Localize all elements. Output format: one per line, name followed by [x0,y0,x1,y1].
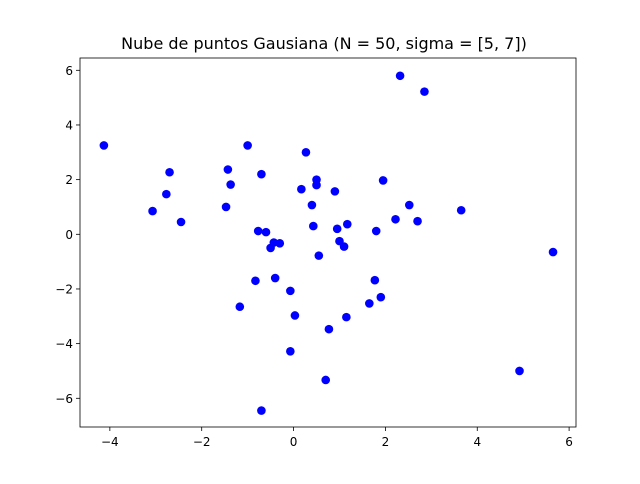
data-point [226,180,235,189]
x-tick-label: 0 [290,435,298,449]
chart-title: Nube de puntos Gausiana (N = 50, sigma =… [121,34,527,53]
data-point [342,219,352,229]
data-point [176,217,186,227]
data-point [162,189,171,199]
x-tick-label: 4 [473,435,481,449]
data-point [376,292,386,302]
plot-area: −4 −2 0 2 4 6 −6 −4 −2 0 2 4 6 [55,57,577,449]
y-tick-label: −2 [55,282,73,296]
data-point [261,227,271,237]
data-point [456,205,466,215]
data-point [515,366,524,376]
y-tick-label: 6 [65,64,73,78]
y-tick-label: 2 [65,173,73,187]
x-tick-label: 6 [565,435,573,449]
data-point [395,71,405,81]
data-point [332,224,342,234]
data-point [339,242,349,251]
y-tick-label: −6 [55,392,73,406]
data-point [370,275,380,285]
data-point [314,251,324,260]
plot-frame [79,57,577,428]
data-point [301,148,311,157]
y-tick-label: 4 [65,118,73,132]
data-point [235,302,245,312]
data-point [286,346,295,356]
data-point [378,176,388,185]
data-point [99,141,109,150]
data-point [257,406,266,415]
data-point [165,167,174,177]
y-tick-label: 0 [65,228,73,242]
data-point [251,276,260,286]
data-point [312,175,321,184]
data-point [286,286,295,296]
data-point [413,216,422,226]
x-tick-label: −4 [101,435,119,449]
data-point [309,221,318,231]
data-point [307,200,317,210]
data-point [270,273,280,283]
data-point [253,226,263,236]
data-point [404,200,414,210]
data-point [257,169,266,179]
data-point [221,202,231,212]
data-point [420,87,429,96]
data-point [148,206,157,216]
data-point [391,214,400,224]
x-tick-label: 2 [382,435,390,449]
data-point [275,239,285,248]
data-point [321,375,331,385]
data-point [371,226,381,236]
data-point [365,299,374,308]
data-point [330,187,340,196]
data-point [297,184,306,194]
x-tick-label: −2 [193,435,211,449]
data-point [548,247,558,257]
data-point [342,312,351,322]
y-tick-label: −4 [55,337,73,351]
data-point [243,141,252,150]
data-point [324,324,334,334]
data-point [290,311,300,320]
data-point [223,165,233,174]
